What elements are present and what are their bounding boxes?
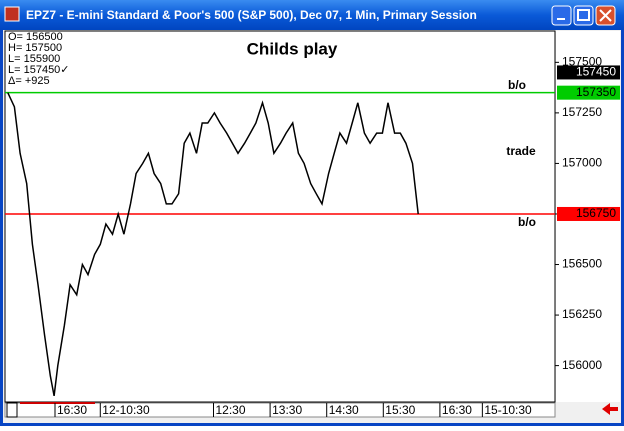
price-marker (557, 85, 620, 100)
price-marker (557, 65, 620, 80)
plot-area (4, 30, 556, 403)
maximize-button[interactable] (573, 5, 594, 26)
info-line: O= 156500 (8, 31, 63, 43)
x-tick-label: 13:30 (272, 403, 302, 417)
annotation: b/o (518, 215, 536, 229)
time-axis (4, 402, 556, 418)
price-marker-label: 157450 (576, 65, 616, 79)
x-tick-label: 15-10:30 (484, 403, 532, 417)
annotation: b/o (508, 78, 526, 92)
window-title: EPZ7 - E-mini Standard & Poor's 500 (S&P… (26, 8, 477, 22)
y-tick-label: 156250 (562, 307, 602, 321)
price-line (7, 92, 419, 397)
minimize-button[interactable] (551, 5, 572, 26)
x-tick-label: 15:30 (385, 403, 415, 417)
info-line: H= 157500 (8, 42, 62, 54)
info-line: L= 157450✓ (8, 64, 70, 76)
y-tick-label: 157250 (562, 105, 602, 119)
scroll-thumb[interactable] (6, 402, 18, 418)
chart-title: Childs play (247, 39, 338, 58)
x-tick-label: 16:30 (442, 403, 472, 417)
x-tick-label: 12:30 (215, 403, 245, 417)
annotation: trade (506, 144, 536, 158)
title-bar (0, 0, 624, 30)
x-tick-label: 16:30 (57, 403, 87, 417)
y-tick-label: 156500 (562, 257, 602, 271)
price-marker-label: 156750 (576, 206, 616, 220)
y-tick-label: 156000 (562, 358, 602, 372)
y-tick-label: 157500 (562, 55, 602, 69)
y-tick-label: 157000 (562, 156, 602, 170)
scroll-arrow[interactable] (602, 403, 618, 415)
price-marker (557, 206, 620, 221)
window-buttons (551, 5, 616, 26)
x-tick-label: 12-10:30 (102, 403, 150, 417)
x-tick-label: 14:30 (329, 403, 359, 417)
price-marker-label: 157350 (576, 85, 616, 99)
info-line: Δ= +925 (8, 75, 50, 87)
info-line: L= 155900 (8, 53, 60, 65)
app-icon (4, 6, 20, 22)
